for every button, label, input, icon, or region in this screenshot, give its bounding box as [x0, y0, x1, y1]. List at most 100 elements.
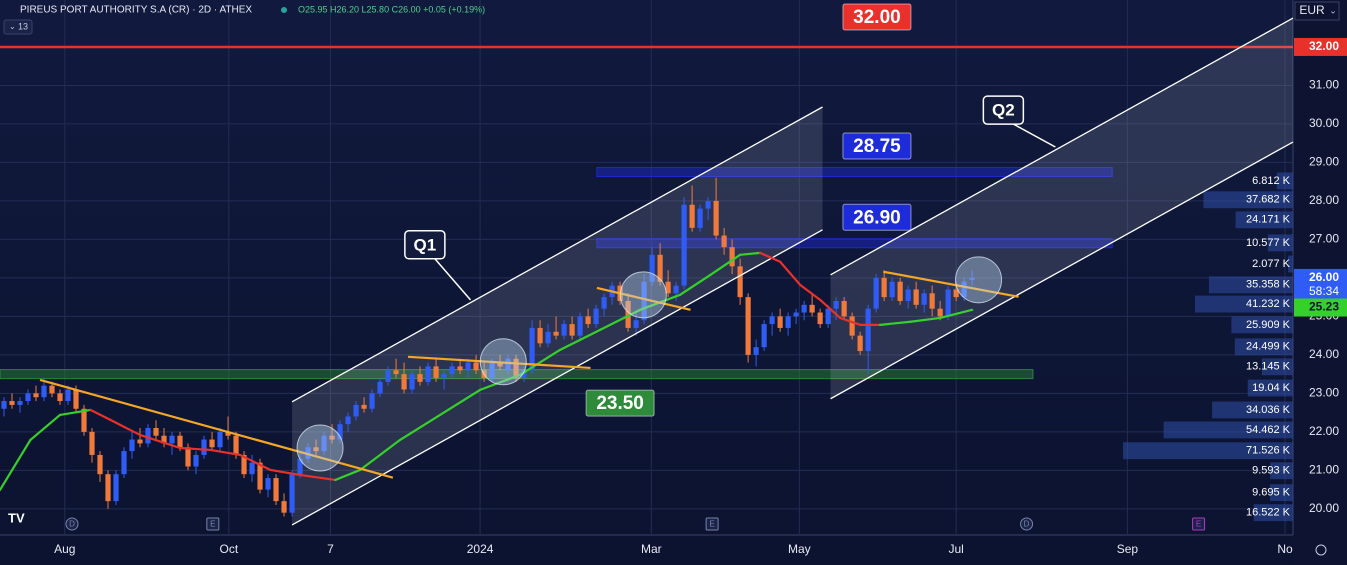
- candle-body: [193, 454, 199, 467]
- price-tag-label: 25.23: [1309, 300, 1339, 314]
- channel-line: [291, 229, 823, 526]
- price-level-tag: [842, 132, 912, 160]
- price-level-band: [596, 238, 1113, 249]
- candle-body: [433, 366, 439, 378]
- candle-body: [97, 454, 103, 475]
- moving-average-segment: [799, 283, 822, 301]
- candle-body: [233, 435, 239, 455]
- candle-body: [49, 385, 55, 394]
- volume-profile-bar: [1267, 234, 1293, 252]
- moving-average-segment: [398, 413, 442, 442]
- event-marker: [206, 517, 220, 531]
- volume-profile-bar: [1247, 379, 1293, 397]
- y-tick-label: 27.00: [1309, 232, 1339, 246]
- logo: TV: [8, 510, 25, 525]
- candle-body: [209, 439, 215, 448]
- candle-body: [313, 447, 319, 452]
- candle-body: [257, 462, 263, 490]
- moving-average-segment: [438, 388, 482, 417]
- y-tick-label: 31.00: [1309, 78, 1339, 92]
- candle-body: [809, 304, 815, 313]
- volume-profile-label: 9.593 K: [1252, 465, 1291, 477]
- callout-box: [404, 230, 446, 260]
- settings-icon[interactable]: [1315, 544, 1327, 556]
- x-tick-label: May: [788, 542, 811, 556]
- volume-profile-label: 6.812 K: [1252, 175, 1291, 187]
- candle-body: [137, 439, 143, 444]
- candle-body: [241, 454, 247, 475]
- event-marker: [65, 517, 79, 531]
- indicator-toggle[interactable]: [3, 19, 33, 35]
- x-tick-label: Sep: [1117, 542, 1139, 556]
- event-label: E: [1196, 520, 1201, 529]
- candle-body: [673, 285, 679, 294]
- volume-profile-label: 19.04 K: [1252, 382, 1291, 394]
- trendline: [39, 378, 394, 479]
- price-level-band: [596, 167, 1113, 178]
- event-marker: [705, 517, 719, 531]
- candle-body: [409, 374, 415, 390]
- candle-body: [497, 362, 503, 367]
- candle-body: [457, 366, 463, 371]
- volume-profile-label: 34.036 K: [1246, 404, 1291, 416]
- price-level-tag: [585, 389, 655, 417]
- candle-body: [913, 289, 919, 305]
- candle-body: [105, 474, 111, 502]
- candle-body: [561, 324, 567, 336]
- moving-average-segment: [238, 453, 272, 472]
- currency-label: EUR: [1299, 3, 1325, 17]
- candle-body: [721, 235, 727, 248]
- candle-body: [777, 316, 783, 328]
- trendline: [407, 355, 591, 370]
- candle-body: [641, 281, 647, 321]
- candle-body: [169, 435, 175, 444]
- y-tick-label: 20.00: [1309, 501, 1339, 515]
- candle-body: [769, 316, 775, 325]
- candle-body: [393, 370, 399, 375]
- candle-body: [417, 374, 423, 382]
- channel-line: [830, 141, 1294, 400]
- candle-body: [761, 324, 767, 348]
- volume-profile-label: 2.077 K: [1252, 258, 1291, 270]
- candle-body: [17, 401, 23, 405]
- candle-body: [801, 304, 807, 313]
- candle-body: [505, 358, 511, 371]
- candle-body: [649, 254, 655, 282]
- candle-body: [537, 327, 543, 344]
- volume-profile-bar: [1261, 358, 1293, 376]
- currency-box[interactable]: [1294, 1, 1340, 21]
- x-tick-label: Jul: [948, 542, 963, 556]
- moving-average-segment: [879, 320, 912, 326]
- candle-body: [897, 281, 903, 301]
- candle-body: [273, 478, 279, 502]
- candle-body: [585, 316, 591, 325]
- trendline: [596, 286, 691, 311]
- candle-body: [521, 370, 527, 378]
- candle-body: [569, 324, 575, 336]
- candle-body: [513, 358, 519, 378]
- moving-average-segment: [478, 373, 522, 391]
- volume-profile-bar: [1269, 484, 1293, 502]
- candle-body: [441, 374, 447, 378]
- candle-body: [921, 293, 927, 305]
- candle-body: [729, 247, 735, 267]
- candle-body: [473, 362, 479, 371]
- candle-body: [881, 277, 887, 298]
- volume-profile-bar: [1231, 316, 1293, 334]
- volume-profile-label: 25.909 K: [1246, 319, 1291, 331]
- moving-average-segment: [709, 253, 742, 276]
- candle-body: [865, 308, 871, 352]
- candle-body: [937, 308, 943, 317]
- candle-body: [113, 474, 119, 502]
- moving-average-segment: [178, 446, 212, 452]
- candle-body: [889, 281, 895, 298]
- volume-profile-bar: [1235, 211, 1293, 229]
- volume-profile-bar: [1195, 295, 1293, 313]
- volume-profile-label: 41.232 K: [1246, 298, 1291, 310]
- callout-pointer: [1012, 123, 1056, 148]
- price-level-tag: [842, 3, 912, 31]
- candle-body: [361, 404, 367, 409]
- price-level-tag: [842, 203, 912, 231]
- candle-body: [633, 320, 639, 328]
